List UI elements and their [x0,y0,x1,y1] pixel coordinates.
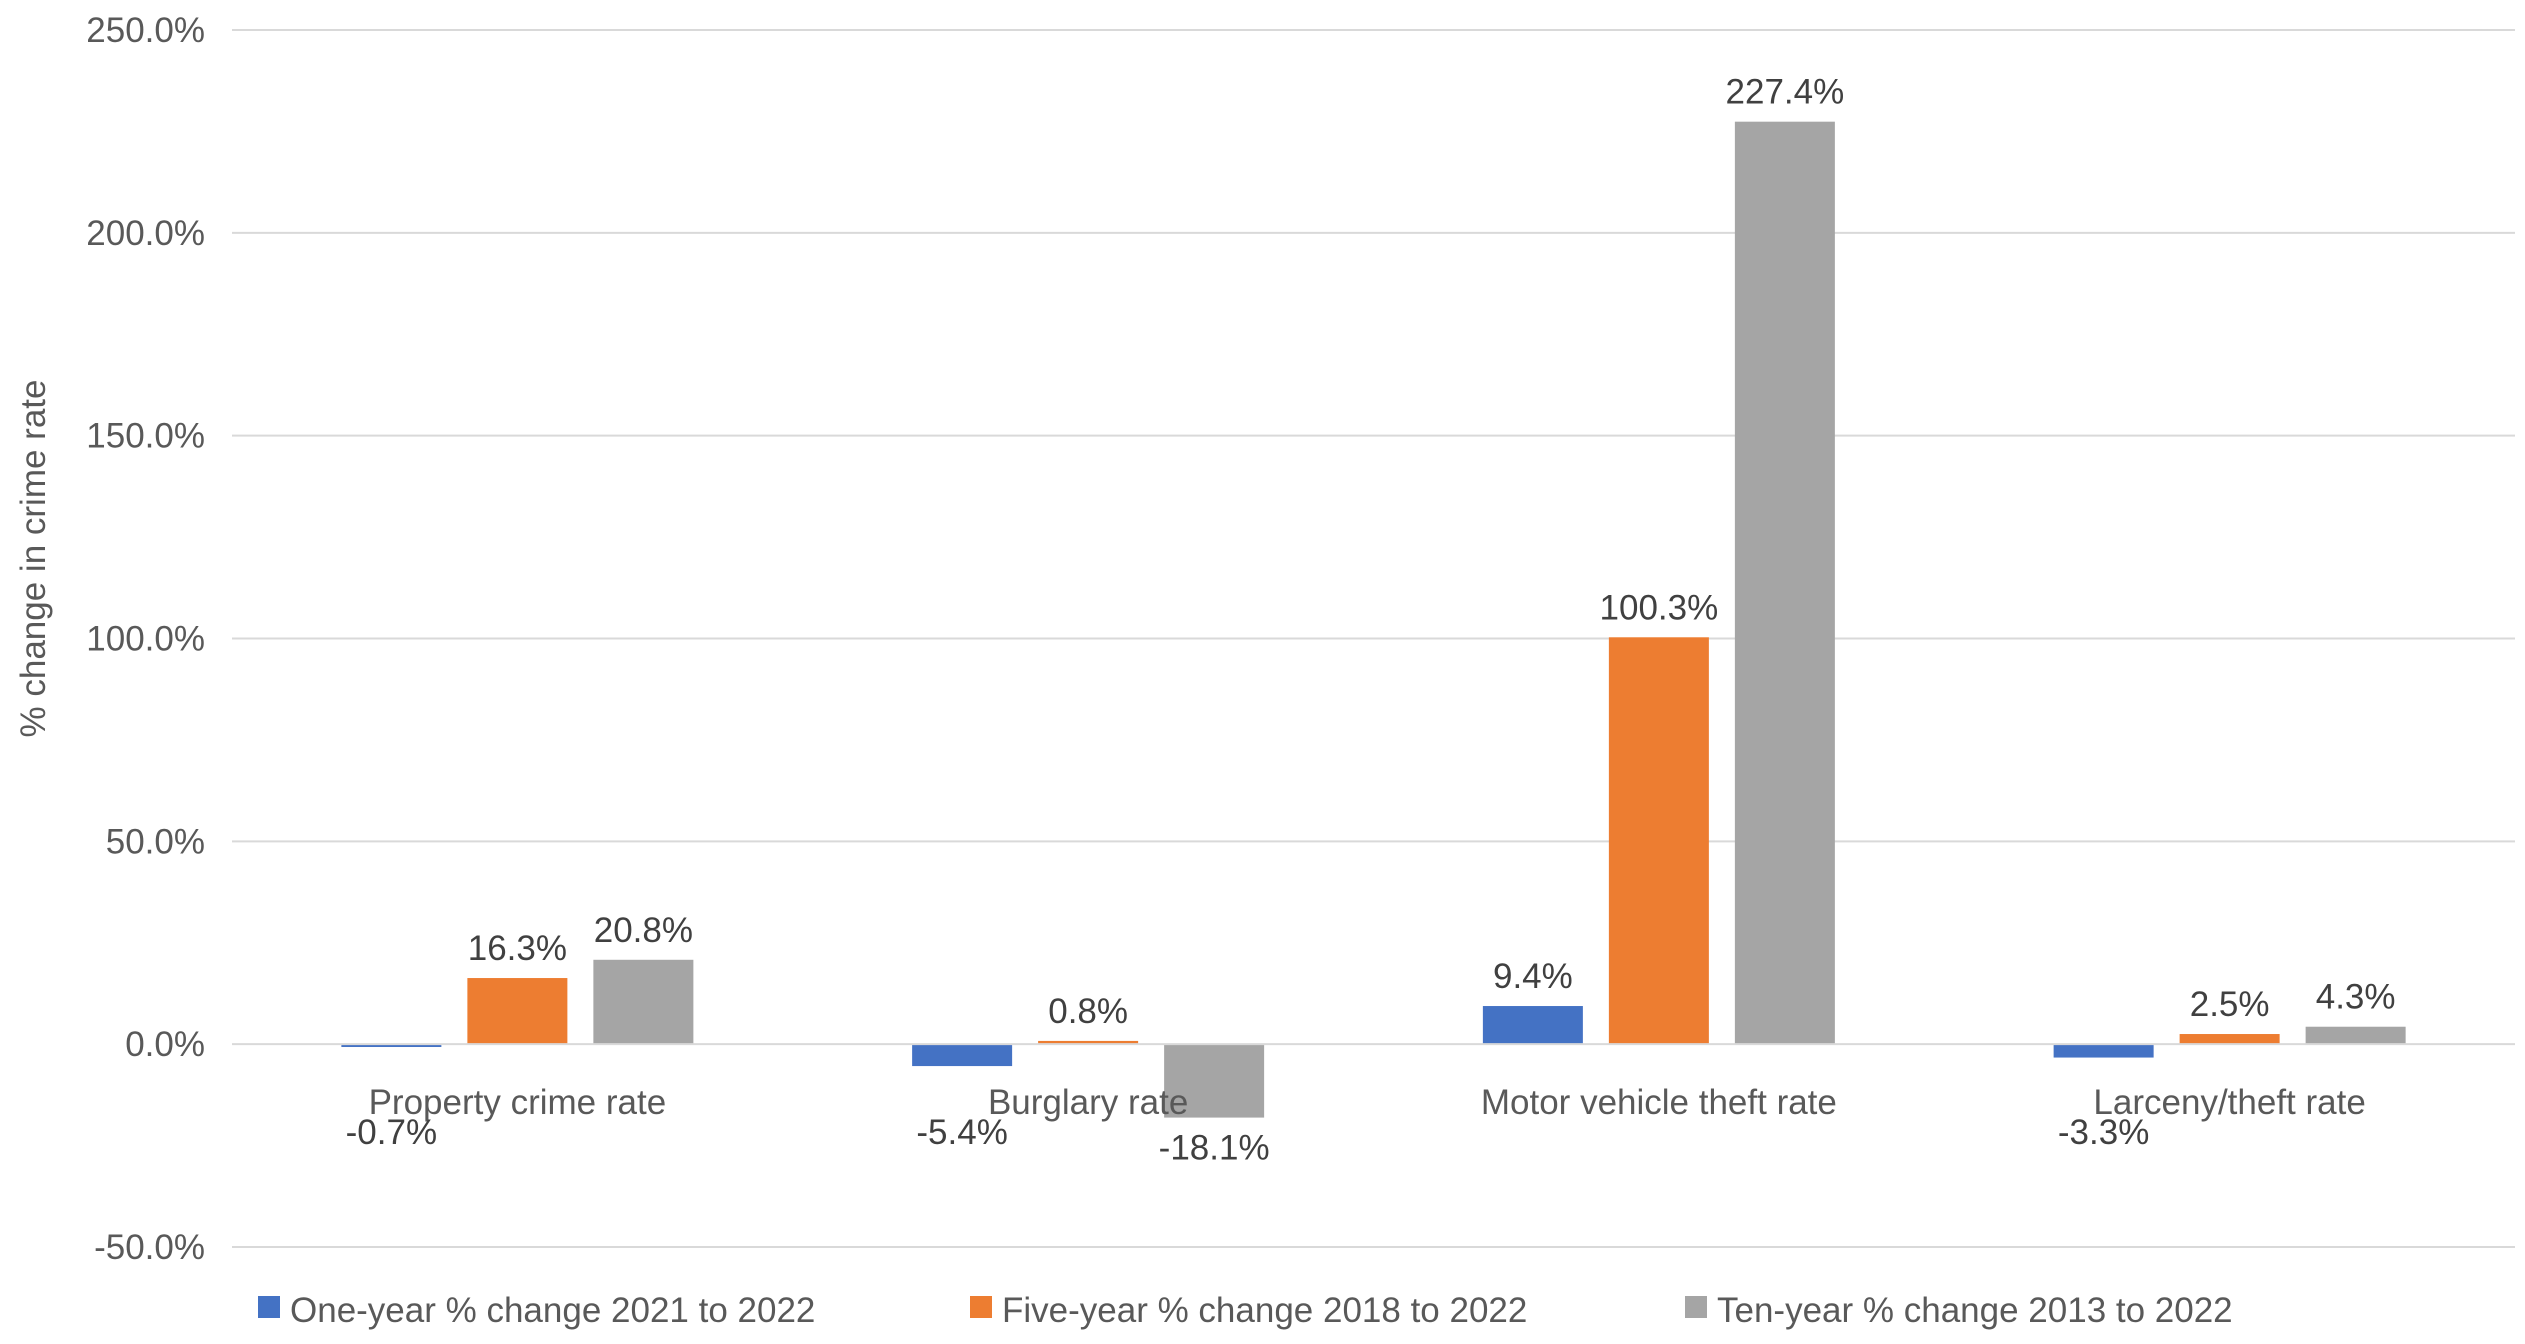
bar [1734,121,1835,1045]
bar [1608,637,1709,1045]
y-axis-label: % change in crime rate [14,380,53,738]
data-label: 100.3% [1600,588,1719,627]
y-tick-label: 150.0% [86,417,205,456]
data-label: 2.5% [2190,985,2270,1024]
bar [912,1044,1013,1067]
y-tick-label: -50.0% [94,1228,205,1267]
category-label: Property crime rate [369,1083,667,1122]
bar [2053,1044,2154,1058]
data-label: 9.4% [1493,957,1573,996]
data-label: -0.7% [346,1113,437,1152]
y-tick-label: 0.0% [125,1025,205,1064]
category-label: Burglary rate [988,1083,1188,1122]
legend-label: One-year % change 2021 to 2022 [290,1291,815,1330]
bar [1038,1040,1139,1045]
data-label: -5.4% [916,1113,1007,1152]
y-tick-label: 250.0% [86,11,205,50]
y-tick-label: 50.0% [106,822,205,861]
legend-swatch [258,1296,280,1318]
category-labels: Property crime rate Burglary rate Motor ve… [369,1083,2366,1122]
data-label: 20.8% [594,911,693,950]
data-label: -3.3% [2058,1113,2149,1152]
legend-label: Five-year % change 2018 to 2022 [1002,1291,1527,1330]
bar [2179,1034,2280,1045]
data-labels: -0.7% 16.3% 20.8% -5.4% 0.8% -18.1% 9.4% 100.3%… [346,73,2396,1168]
legend-swatch [970,1296,992,1318]
data-label: 0.8% [1048,992,1128,1031]
bar [1482,1006,1583,1045]
y-tick-label: 200.0% [86,214,205,253]
data-label: 227.4% [1726,73,1845,112]
y-axis-ticks: -50.0% 0.0% 50.0% 100.0% 150.0% 200.0% 250.0% [86,11,205,1267]
legend-swatch [1685,1296,1707,1318]
bar [2305,1026,2406,1045]
y-tick-label: 100.0% [86,620,205,659]
bar [467,978,568,1045]
legend-label: Ten-year % change 2013 to 2022 [1717,1291,2233,1330]
data-label: 4.3% [2316,978,2396,1017]
bars [341,121,2406,1118]
bar [341,1044,442,1048]
data-label: -18.1% [1159,1129,1270,1168]
data-label: 16.3% [468,929,567,968]
legend: One-year % change 2021 to 2022 Five-year … [258,1291,2233,1330]
bar [1164,1044,1265,1118]
category-label: Larceny/theft rate [2093,1083,2365,1122]
gridlines [232,29,2515,1248]
bar [593,959,694,1045]
category-label: Motor vehicle theft rate [1481,1083,1837,1122]
